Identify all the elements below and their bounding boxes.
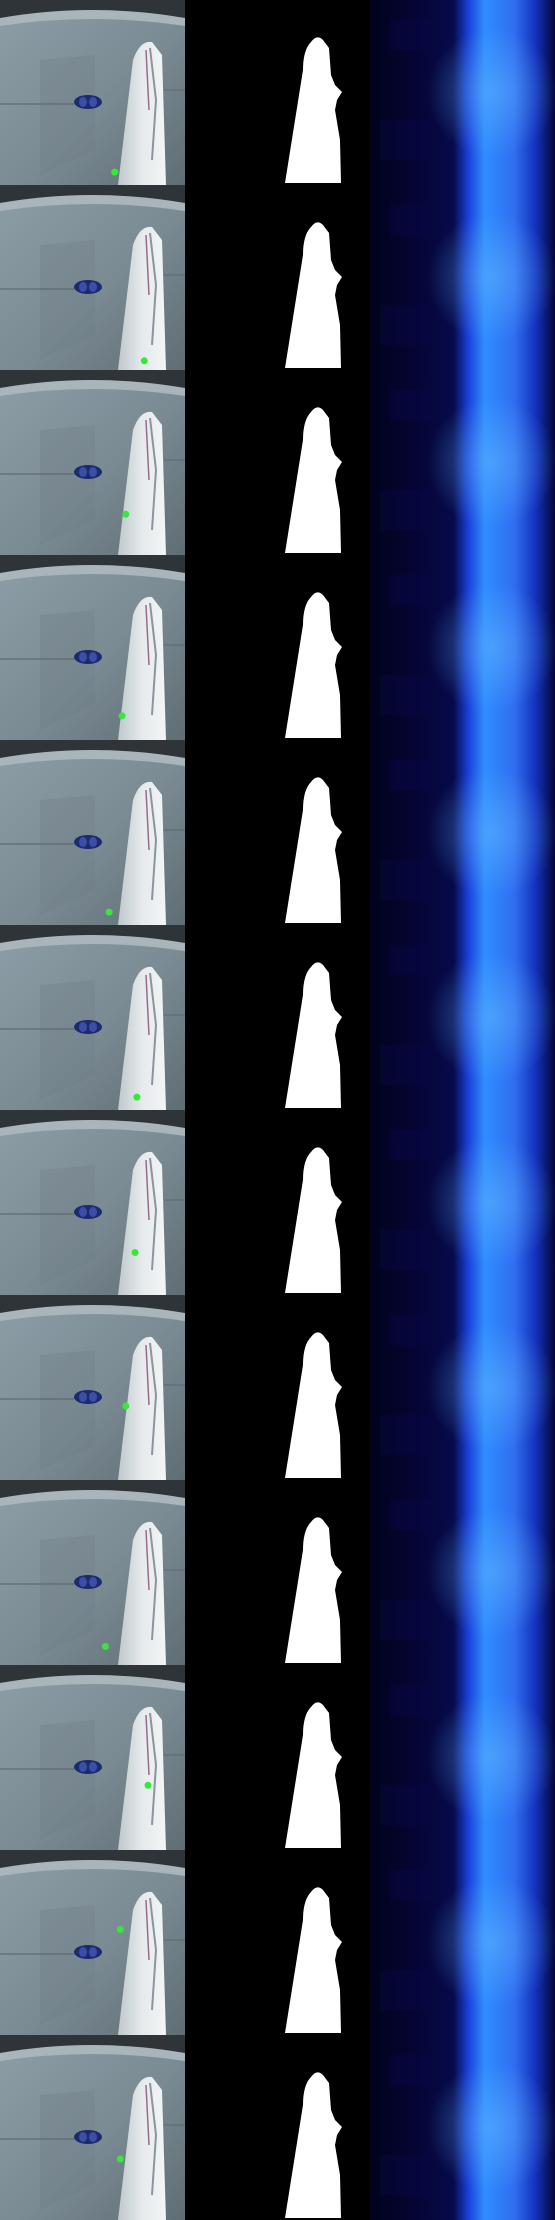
input-frame-image (0, 185, 185, 370)
segmentation-mask (185, 925, 370, 1110)
input-frame-image (0, 1480, 185, 1665)
input-frame-image (0, 1295, 185, 1480)
probability-heatmap (370, 185, 555, 370)
segmentation-mask (185, 1665, 370, 1850)
click-point-marker (131, 1249, 139, 1256)
segmentation-mask-shape (285, 222, 342, 368)
segmentation-mask (185, 370, 370, 555)
click-point-marker (133, 1093, 141, 1101)
probability-heatmap (370, 1665, 555, 1850)
segmentation-mask-shape (285, 1147, 342, 1293)
probability-heatmap (370, 0, 555, 185)
segmentation-mask (185, 0, 370, 185)
click-point-marker (122, 1402, 130, 1410)
segmentation-mask-shape (285, 1887, 342, 2033)
input-frame-image (0, 370, 185, 555)
frame-row (0, 370, 555, 555)
frame-row (0, 740, 555, 925)
frame-row (0, 1295, 555, 1480)
click-point-marker (144, 1781, 152, 1789)
frame-row (0, 555, 555, 740)
segmentation-mask (185, 2035, 370, 2220)
probability-heatmap (370, 1850, 555, 2035)
click-point-marker (111, 168, 119, 176)
segmentation-mask (185, 1850, 370, 2035)
frame-row (0, 2035, 555, 2220)
segmentation-mask-shape (285, 1517, 342, 1663)
probability-heatmap (370, 2035, 555, 2220)
click-point-marker (122, 510, 130, 518)
segmentation-mask-shape (285, 37, 342, 183)
frame-row (0, 185, 555, 370)
frame-row (0, 925, 555, 1110)
click-point-marker (116, 1926, 124, 1933)
probability-heatmap (370, 1480, 555, 1665)
click-point-marker (105, 908, 113, 916)
segmentation-mask (185, 1110, 370, 1295)
segmentation-mask-shape (285, 777, 342, 923)
click-point-marker (140, 357, 148, 365)
input-frame-image (0, 1110, 185, 1295)
input-frame-image (0, 0, 185, 185)
probability-heatmap (370, 925, 555, 1110)
segmentation-mask-shape (285, 592, 342, 738)
click-point-marker (116, 2155, 124, 2163)
probability-heatmap (370, 555, 555, 740)
segmentation-mask-shape (285, 962, 342, 1108)
segmentation-mask-shape (285, 407, 342, 553)
frame-row (0, 1665, 555, 1850)
segmentation-mask (185, 740, 370, 925)
segmentation-mask (185, 1295, 370, 1480)
input-frame-image (0, 740, 185, 925)
segmentation-mask (185, 1480, 370, 1665)
input-frame-image (0, 1665, 185, 1850)
segmentation-mask (185, 185, 370, 370)
probability-heatmap (370, 740, 555, 925)
frame-row (0, 1850, 555, 2035)
frame-row (0, 1480, 555, 1665)
segmentation-mask (185, 555, 370, 740)
click-point-marker (118, 712, 126, 720)
frame-row (0, 0, 555, 185)
segmentation-mask-shape (285, 1332, 342, 1478)
segmentation-mask-shape (285, 1702, 342, 1848)
probability-heatmap (370, 1110, 555, 1295)
input-frame-image (0, 1850, 185, 2035)
probability-heatmap (370, 1295, 555, 1480)
input-frame-image (0, 2035, 185, 2220)
input-frame-image (0, 925, 185, 1110)
frame-row (0, 1110, 555, 1295)
click-point-marker (101, 1643, 109, 1650)
probability-heatmap (370, 370, 555, 555)
segmentation-mask-shape (285, 2072, 342, 2218)
input-frame-image (0, 555, 185, 740)
